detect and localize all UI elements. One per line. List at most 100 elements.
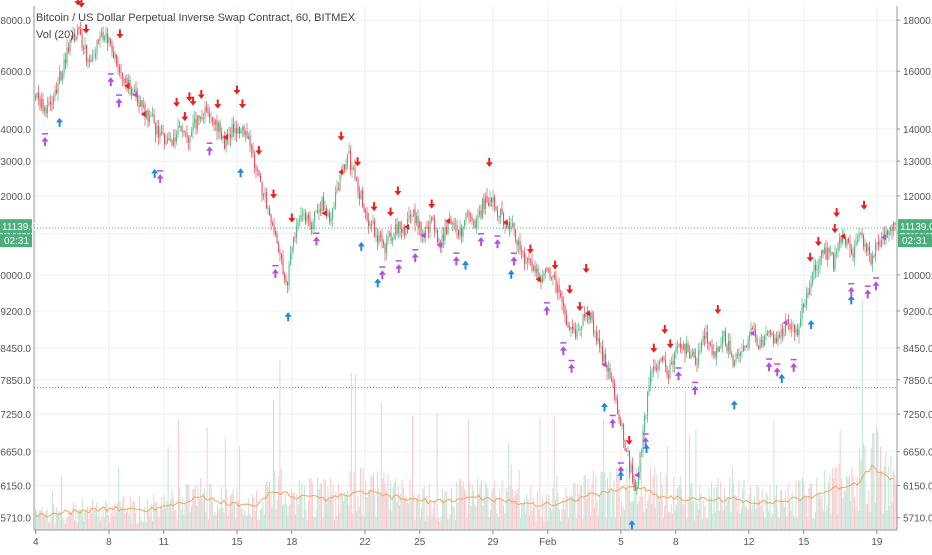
volume-bar	[158, 517, 160, 530]
candle-body	[35, 96, 37, 98]
candle-body	[627, 450, 629, 452]
candle-body	[608, 368, 610, 372]
candle-body	[65, 59, 67, 64]
candle-body	[54, 89, 56, 97]
volume-bar	[891, 501, 893, 530]
volume-bar	[525, 513, 527, 530]
volume-bar	[543, 521, 545, 530]
volume-bar	[365, 481, 367, 530]
candle-body	[252, 148, 254, 154]
volume-bar	[471, 485, 473, 530]
red-down-arrow	[625, 435, 633, 445]
purple-dash-marker	[379, 266, 386, 268]
volume-bar	[522, 503, 524, 530]
candle-body	[264, 192, 266, 196]
candle-body	[39, 98, 41, 108]
volume-bar	[834, 467, 836, 530]
candle-body	[176, 134, 178, 142]
candle-body	[152, 114, 154, 116]
volume-bar	[861, 300, 863, 530]
purple-dash-marker	[675, 367, 682, 369]
candle-body	[806, 293, 808, 306]
countdown-label: 02:31	[902, 236, 927, 247]
volume-bar	[210, 484, 212, 530]
volume-bar	[652, 476, 654, 530]
volume-bar	[556, 475, 558, 530]
volume-bar	[495, 495, 497, 530]
volume-bar	[538, 509, 540, 530]
purple-up-arrow	[864, 289, 872, 299]
candle-body	[495, 206, 497, 211]
candle-body	[410, 215, 412, 217]
candle-body	[140, 100, 142, 107]
volume-indicator-label[interactable]: Vol (20)	[36, 29, 74, 41]
candle-body	[366, 212, 368, 221]
candle-body	[542, 275, 544, 282]
candle-body	[137, 95, 139, 104]
volume-bar	[224, 437, 226, 530]
candle-body	[285, 279, 287, 283]
left-price-axis[interactable]: 18000.016000.014000.013000.012000.011000…	[0, 6, 35, 530]
purple-dash-marker	[560, 342, 567, 344]
volume-bar	[826, 504, 828, 530]
volume-bar	[545, 494, 547, 530]
volume-bar	[123, 496, 125, 530]
candle-body	[147, 110, 149, 123]
volume-bar	[616, 467, 618, 530]
candle-body	[563, 302, 565, 306]
volume-bar	[620, 516, 621, 530]
volume-bar	[432, 508, 434, 530]
candle-body	[557, 284, 559, 293]
volume-bar	[315, 510, 317, 530]
candle-body	[671, 361, 673, 365]
time-axis[interactable]: 4 8 11 15 18 22 25 29 Feb 5 8 12 15 19	[33, 529, 897, 548]
y-tick-label: 6650.0	[903, 448, 932, 459]
candle-body	[575, 329, 577, 337]
volume-bar	[253, 496, 255, 530]
red-down-arrow	[255, 146, 263, 156]
candle-body	[531, 261, 533, 271]
candle-body	[146, 110, 148, 118]
volume-bar	[405, 494, 407, 530]
candle-body	[126, 78, 128, 90]
candle-body	[161, 131, 163, 133]
candle-body	[702, 335, 704, 343]
candle-body	[374, 220, 376, 237]
small-triangle-marker	[601, 361, 607, 368]
volume-bar	[865, 503, 867, 530]
x-tick-label: 19	[871, 537, 883, 548]
volume-bar	[436, 413, 438, 530]
volume-bar	[230, 495, 231, 530]
volume-bar	[665, 474, 667, 530]
price-badges: 11139.0 02:31 11139.0 02:31	[0, 219, 932, 248]
candle-body	[60, 71, 62, 81]
candle-body	[230, 134, 232, 138]
volume-bar	[103, 517, 105, 530]
red-down-arrow	[551, 260, 559, 270]
right-price-axis[interactable]: 18000.016000.014000.013000.012000.011000…	[896, 6, 932, 530]
volume-bar	[460, 479, 462, 530]
current-price-badge	[898, 219, 932, 234]
volume-bar	[361, 514, 363, 530]
volume-bar	[90, 513, 92, 530]
volume-bar	[675, 505, 677, 530]
candle-body	[744, 345, 746, 347]
candle-body	[171, 139, 173, 146]
candle-body	[731, 354, 733, 355]
purple-up-arrow	[773, 367, 781, 377]
volume-bar	[393, 482, 395, 530]
volume-bar	[57, 513, 59, 530]
candle-body	[120, 72, 122, 74]
candle-body	[710, 344, 712, 346]
purple-up-arrow	[115, 98, 123, 108]
volume-bar	[738, 480, 740, 530]
volume-bar	[681, 489, 683, 530]
volume-bar	[474, 504, 476, 530]
candle-body	[561, 295, 563, 303]
candle-body	[870, 254, 872, 265]
candle-body	[150, 114, 152, 116]
candle-body	[233, 124, 235, 133]
volume-bar	[574, 482, 576, 530]
